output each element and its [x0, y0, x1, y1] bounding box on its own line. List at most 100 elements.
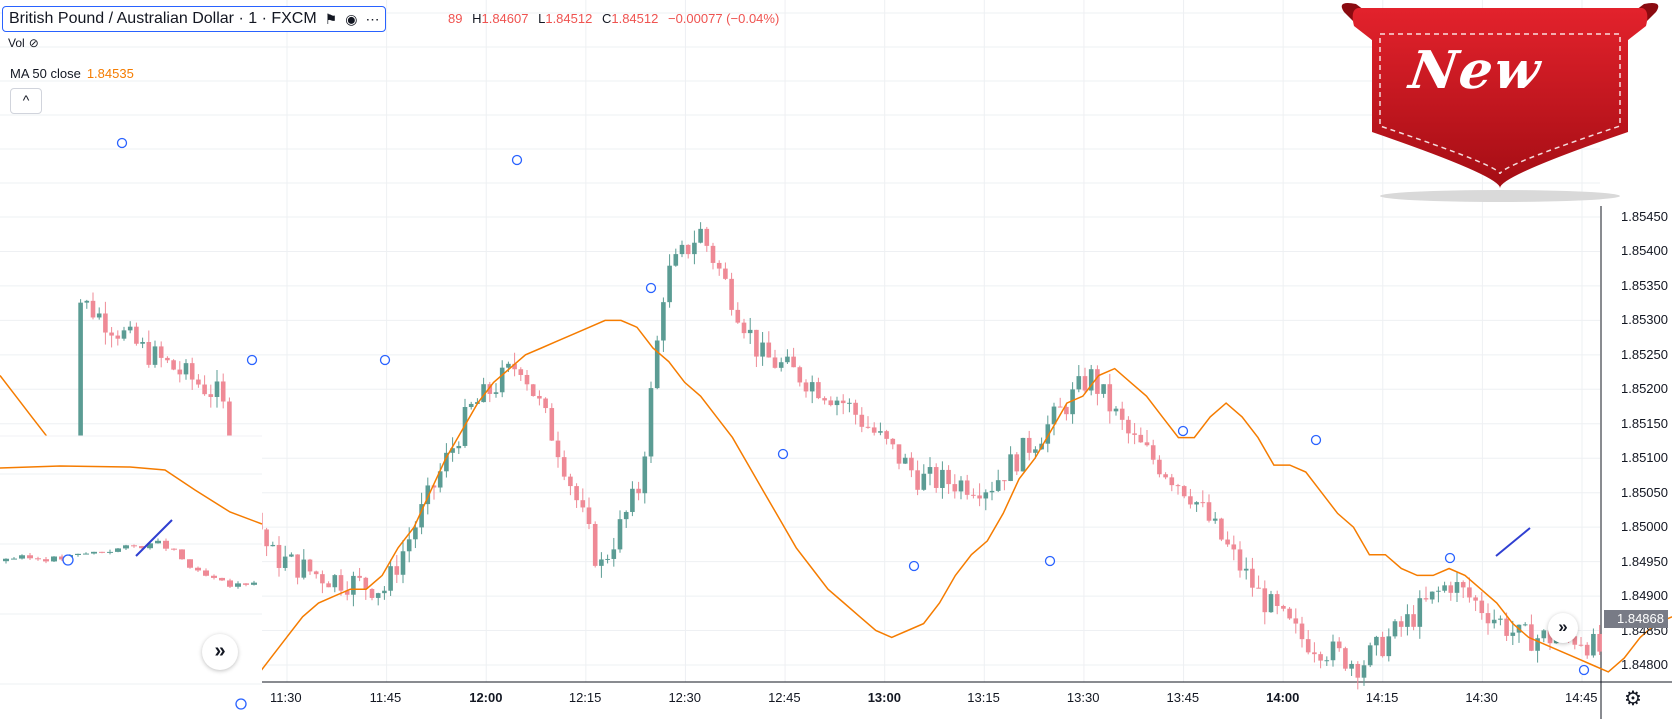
- time-tick-label: 14:00: [1266, 690, 1300, 705]
- candle-body: [456, 445, 462, 449]
- candle-body: [1312, 652, 1317, 655]
- signal-marker: [1578, 664, 1590, 676]
- inset-candle-body: [139, 546, 145, 549]
- open-value: 89: [448, 11, 463, 26]
- volume-indicator-row[interactable]: Vol ⊘: [8, 36, 39, 50]
- candle-body: [1498, 618, 1503, 620]
- candle-body: [896, 444, 902, 464]
- high-label: H: [472, 11, 482, 26]
- candle-body: [320, 574, 325, 584]
- candle-body: [1281, 605, 1286, 609]
- candle-body: [1002, 480, 1007, 482]
- candle-body: [1597, 633, 1602, 652]
- candle-body: [1305, 639, 1311, 653]
- candle-body: [1349, 663, 1354, 669]
- inset-trend-line: [135, 519, 173, 557]
- candle-body: [1380, 636, 1385, 657]
- candle-body: [1237, 549, 1243, 571]
- candle-body: [1150, 445, 1156, 460]
- candle-body: [103, 313, 108, 333]
- signal-marker: [1177, 425, 1189, 437]
- candle-body: [1541, 630, 1547, 639]
- candle-body: [351, 575, 356, 595]
- time-tick-label: 11:45: [369, 690, 402, 705]
- candle-body: [704, 228, 710, 246]
- candle-body: [1318, 654, 1323, 661]
- inset-candle-body: [163, 540, 169, 549]
- candle-body: [146, 342, 152, 365]
- candle-body: [1051, 406, 1057, 425]
- candle-body: [933, 467, 939, 488]
- flag-icon[interactable]: ⚑: [324, 10, 338, 27]
- candle-body: [617, 519, 623, 550]
- scroll-to-realtime-button[interactable]: »: [1548, 613, 1578, 643]
- symbol-legend[interactable]: British Pound / Australian Dollar · 1 · …: [2, 6, 387, 32]
- signal-marker: [379, 354, 391, 366]
- candle-body: [1076, 376, 1082, 390]
- inset-candle-body: [19, 555, 25, 559]
- candle-body: [878, 431, 883, 433]
- price-tick-label: 1.85450: [1621, 209, 1668, 224]
- time-tick-label: 12:00: [469, 690, 503, 705]
- candle-body: [357, 575, 362, 578]
- candle-body: [282, 556, 288, 568]
- candle-body: [623, 511, 629, 520]
- candle-body: [983, 492, 989, 499]
- time-tick-label: 13:30: [1066, 690, 1100, 705]
- candle-body: [1262, 588, 1268, 613]
- candle-body: [338, 575, 344, 591]
- candle-body: [630, 488, 635, 512]
- candle-body: [847, 402, 852, 404]
- ma-value: 1.84535: [86, 66, 134, 81]
- candle-body: [834, 400, 840, 406]
- candle-body: [1169, 477, 1175, 486]
- candle-body: [995, 480, 1001, 491]
- candle-body: [1467, 587, 1472, 598]
- ma-50-line: [0, 319, 1672, 719]
- inset-candle-body: [99, 551, 105, 553]
- candle-body: [307, 559, 313, 572]
- price-tick-label: 1.85100: [1621, 450, 1668, 466]
- candle-body: [1491, 619, 1497, 624]
- low-value: 1.84512: [545, 11, 593, 26]
- candle-body: [1485, 613, 1491, 624]
- inset-candle-body: [43, 559, 49, 562]
- inset-signal-marker: [235, 698, 247, 710]
- more-icon[interactable]: ⋯: [365, 10, 380, 27]
- candle-body: [673, 254, 679, 266]
- candle-body: [1324, 660, 1330, 662]
- symbol-title[interactable]: British Pound / Australian Dollar · 1 · …: [9, 10, 317, 27]
- inset-candle-body: [171, 548, 177, 550]
- price-tick-label: 1.84800: [1621, 657, 1668, 672]
- candle-body: [177, 369, 183, 375]
- high-value: 1.84607: [481, 11, 529, 26]
- candle-body: [772, 357, 778, 368]
- candle-body: [561, 457, 567, 477]
- candle-body: [909, 457, 914, 471]
- time-tick-label: 14:30: [1465, 690, 1498, 705]
- collapse-legend-button[interactable]: ^: [10, 88, 42, 114]
- inset-candle-body: [195, 567, 201, 571]
- trend-line: [1495, 527, 1531, 557]
- inset-candle-body: [147, 543, 153, 549]
- candle-body: [1417, 598, 1423, 627]
- candle-body: [549, 408, 555, 441]
- new-badge-text: New: [1405, 40, 1546, 101]
- hidden-eye-icon[interactable]: ⊘: [28, 36, 39, 50]
- candle-body: [1070, 389, 1075, 415]
- candle-body: [1064, 406, 1069, 415]
- time-tick-label: 12:15: [568, 690, 602, 705]
- candle-body: [499, 367, 505, 393]
- ma-indicator-row[interactable]: MA 50 close 1.84535: [10, 66, 134, 81]
- scroll-to-realtime-button-inset[interactable]: »: [202, 634, 238, 670]
- inset-candle-body: [115, 548, 121, 552]
- candle-body: [1460, 582, 1466, 588]
- candle-body: [1119, 408, 1125, 420]
- settings-gear-icon[interactable]: ⚙: [1624, 688, 1642, 710]
- candle-body: [859, 414, 865, 427]
- candle-body: [698, 228, 703, 243]
- candle-body: [382, 590, 387, 594]
- eye-icon[interactable]: ◉: [345, 10, 358, 27]
- candle-body: [537, 395, 542, 399]
